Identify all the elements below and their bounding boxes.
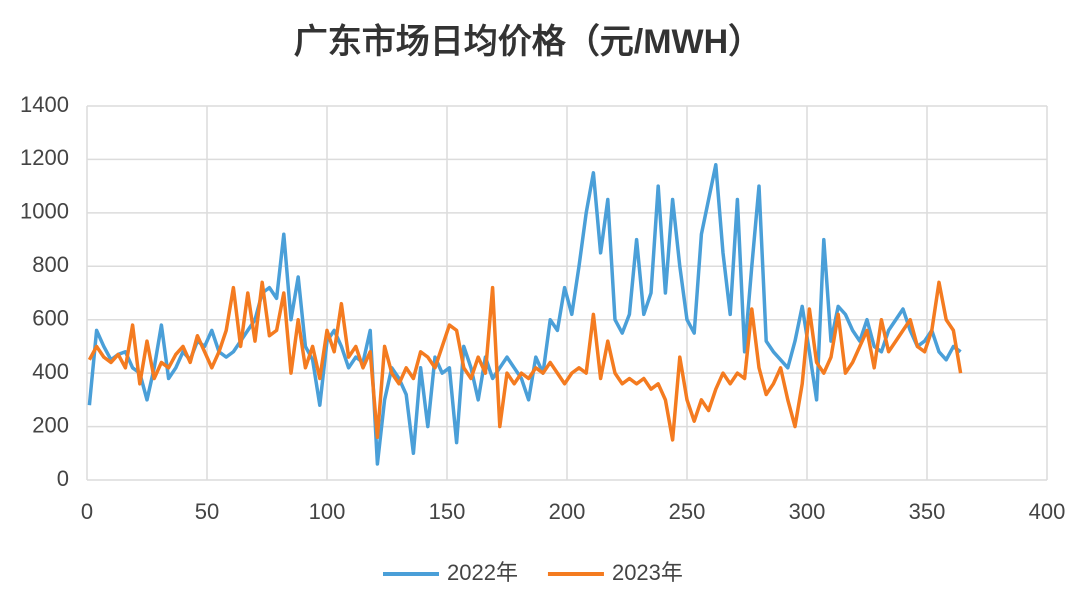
- legend-label: 2022年: [447, 560, 518, 585]
- x-tick-label: 50: [195, 499, 219, 524]
- x-tick-label: 350: [909, 499, 946, 524]
- legend-label: 2023年: [612, 560, 683, 585]
- y-tick-label: 1400: [20, 92, 69, 117]
- x-tick-label: 250: [669, 499, 706, 524]
- y-tick-label: 1000: [20, 199, 69, 224]
- x-tick-label: 150: [429, 499, 466, 524]
- line-series: [87, 163, 962, 466]
- y-tick-label: 200: [32, 412, 69, 437]
- y-tick-label: 400: [32, 359, 69, 384]
- x-tick-label: 100: [309, 499, 346, 524]
- x-tick-label: 0: [81, 499, 93, 524]
- y-tick-label: 1200: [20, 145, 69, 170]
- x-tick-label: 400: [1029, 499, 1066, 524]
- y-tick-label: 800: [32, 252, 69, 277]
- line-series: [87, 280, 963, 442]
- x-tick-label: 300: [789, 499, 826, 524]
- chart-title: 广东市场日均价格（元/MWH）: [294, 22, 762, 61]
- y-tick-label: 600: [32, 306, 69, 331]
- x-tick-label: 200: [549, 499, 586, 524]
- y-tick-label: 0: [57, 466, 69, 491]
